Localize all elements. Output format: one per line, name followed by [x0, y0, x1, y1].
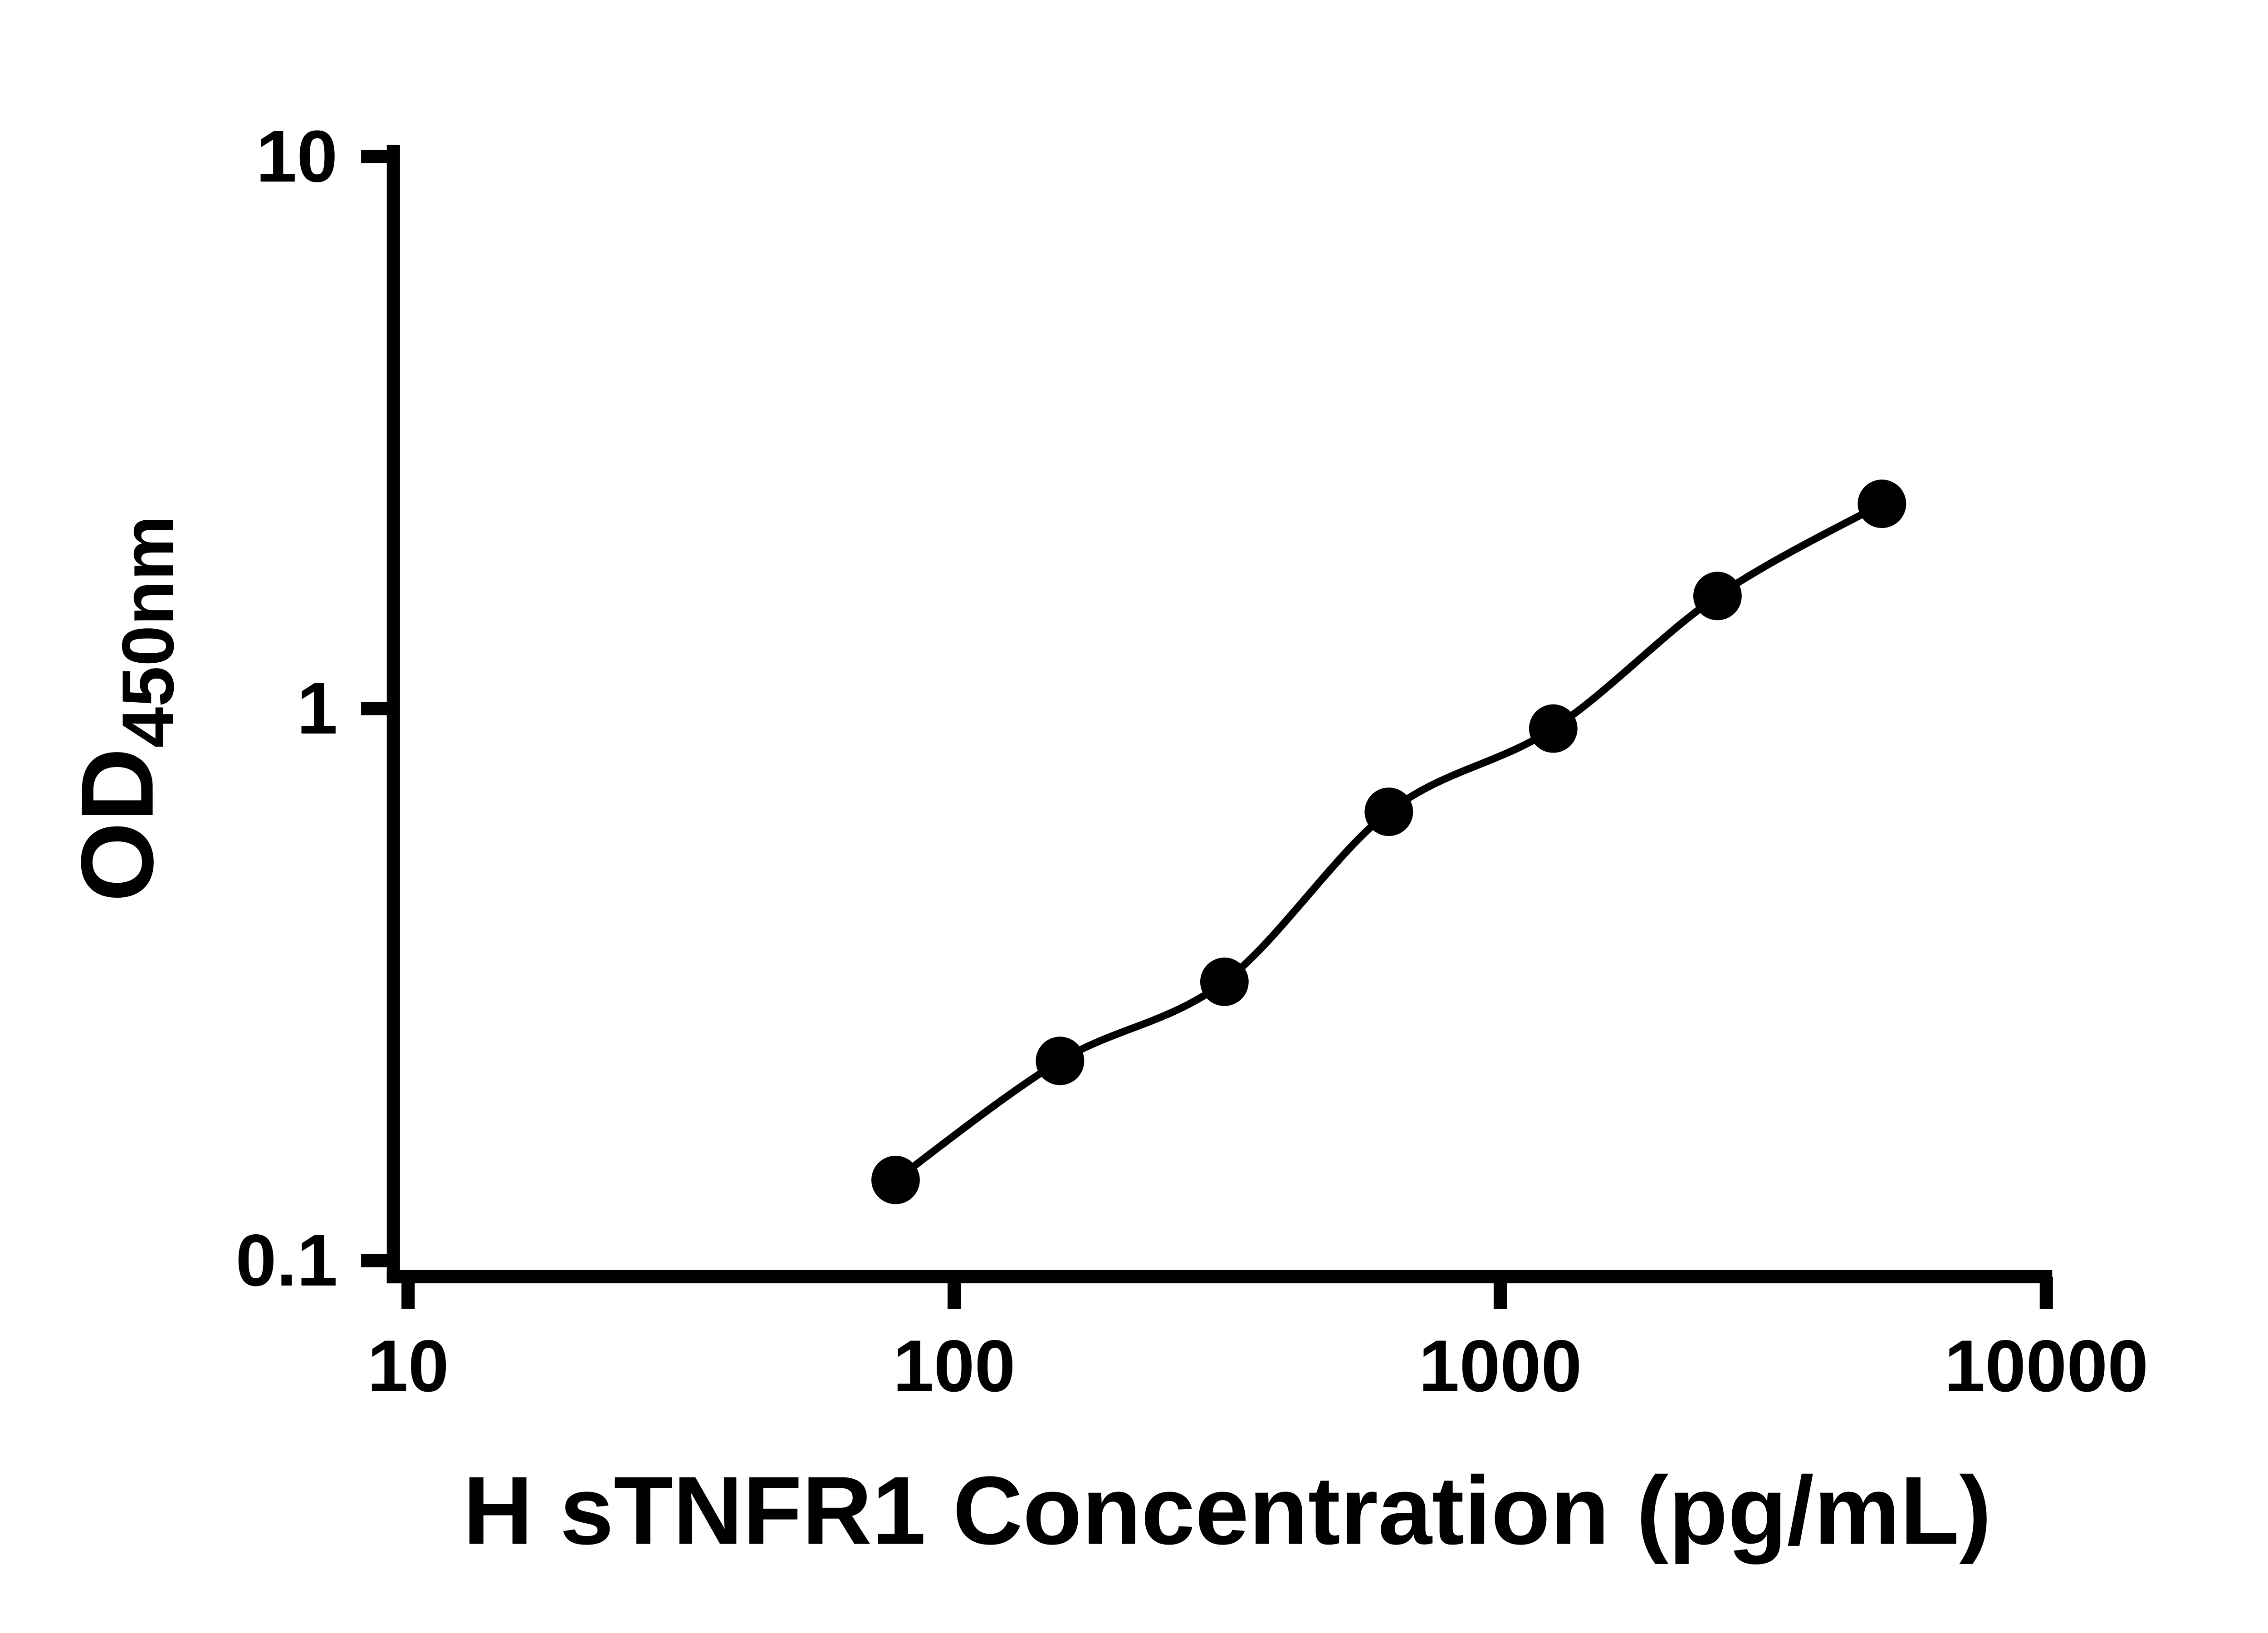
x-tick-label: 100: [893, 1325, 1016, 1407]
data-point: [871, 1155, 920, 1204]
data-point: [1364, 787, 1413, 836]
y-tick-label: 10: [256, 116, 337, 197]
y-axis-title-sub: 450nm: [108, 515, 189, 748]
data-point: [1036, 1037, 1085, 1085]
data-point: [1857, 479, 1906, 528]
x-tick-label: 10: [367, 1325, 449, 1407]
x-axis-title: H sTNFR1 Concentration (pg/mL): [463, 1457, 1992, 1565]
data-point: [1693, 572, 1742, 621]
data-point: [1529, 704, 1578, 753]
x-tick-label: 1000: [1418, 1325, 1582, 1407]
data-point: [1200, 958, 1249, 1006]
y-tick-label: 0.1: [235, 1220, 337, 1301]
plot-layer: 10 100 1000 10000 10 1 0.1: [235, 116, 2148, 1407]
y-axis-title: OD450nm: [60, 515, 189, 902]
y-tick-label: 1: [297, 668, 337, 749]
x-tick-label: 10000: [1944, 1325, 2148, 1407]
y-axis-title-main: OD: [60, 748, 175, 902]
